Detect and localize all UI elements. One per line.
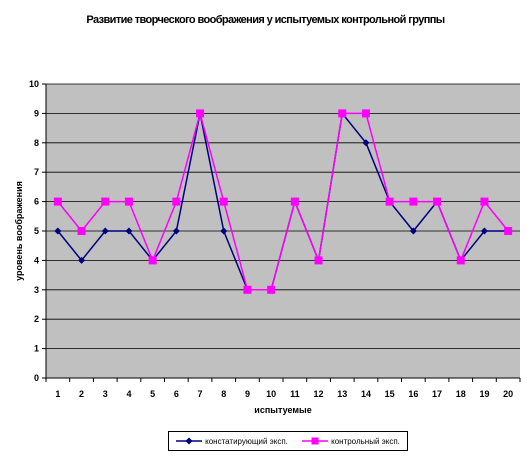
x-tick-label: 9 <box>245 389 250 399</box>
x-tick-label: 20 <box>503 389 513 399</box>
x-tick-label: 18 <box>456 389 466 399</box>
x-tick-label: 16 <box>408 389 418 399</box>
x-tick-label: 6 <box>174 389 179 399</box>
data-point-series-1 <box>125 227 133 235</box>
data-point-series-2 <box>385 197 394 206</box>
x-tick-label: 5 <box>150 389 155 399</box>
x-tick-label: 10 <box>266 389 276 399</box>
data-point-series-2 <box>314 256 323 265</box>
data-point-series-2 <box>338 109 347 118</box>
x-tick-label: 3 <box>103 389 108 399</box>
data-point-series-2 <box>243 285 252 294</box>
data-point-series-1 <box>220 227 228 235</box>
legend-item-series-2: контрольный эксп. <box>302 436 400 446</box>
data-point-series-1 <box>78 256 86 264</box>
x-tick-labels: 1 2 3 4 5 6 7 8 9 10 11 12 13 14 15 16 17 18 19 20 <box>55 389 513 399</box>
chart-title: Развитие творческого воображения у испыт… <box>86 14 445 26</box>
data-point-series-2 <box>124 197 133 206</box>
series-lines <box>53 109 513 294</box>
data-point-series-2 <box>219 197 228 206</box>
data-point-series-2 <box>172 197 181 206</box>
x-tick-label: 4 <box>126 389 131 399</box>
y-axis-title: уровень воображения <box>14 181 24 281</box>
x-tick-label: 2 <box>79 389 84 399</box>
y-tick-label: 3 <box>34 285 39 295</box>
y-tick-label: 1 <box>34 344 39 354</box>
y-tick-label: 9 <box>34 108 39 118</box>
x-tick-label: 11 <box>290 389 300 399</box>
x-axis-title: испытуемые <box>254 405 311 415</box>
x-tick-label: 17 <box>432 389 442 399</box>
y-tick-label: 8 <box>34 138 39 148</box>
data-point-series-2 <box>101 197 110 206</box>
data-point-series-2 <box>361 109 370 118</box>
data-point-series-2 <box>409 197 418 206</box>
data-point-series-2 <box>433 197 442 206</box>
legend: констатирующий эксп. контрольный эксп. <box>168 431 408 451</box>
x-tick-label: 15 <box>385 389 395 399</box>
data-point-series-2 <box>504 227 513 235</box>
legend-label-series-1: констатирующий эксп. <box>205 436 288 446</box>
data-point-series-2 <box>77 227 86 235</box>
data-point-series-2 <box>53 197 62 206</box>
data-point-series-1 <box>172 227 180 235</box>
data-point-series-1 <box>409 227 417 235</box>
y-tick-label: 10 <box>29 79 39 89</box>
data-point-series-2 <box>196 109 205 118</box>
x-tick-label: 12 <box>314 389 324 399</box>
data-point-series-2 <box>267 285 276 294</box>
data-point-series-2 <box>148 256 157 265</box>
x-tick-label: 1 <box>55 389 60 399</box>
data-point-series-1 <box>54 227 62 235</box>
data-point-series-1 <box>101 227 109 235</box>
data-point-series-1 <box>362 139 370 147</box>
y-tick-label: 0 <box>34 373 39 383</box>
data-point-series-1 <box>480 227 488 235</box>
y-tick-label: 4 <box>34 255 39 265</box>
y-tick-label: 7 <box>34 167 39 177</box>
y-tick-label: 6 <box>34 197 39 207</box>
legend-swatch-series-2 <box>302 437 329 445</box>
x-tick-label: 19 <box>479 389 489 399</box>
x-tick-label: 13 <box>337 389 347 399</box>
x-tick-label: 8 <box>221 389 226 399</box>
x-tick-label: 14 <box>361 389 371 399</box>
legend-swatch-series-1 <box>176 437 203 445</box>
data-point-series-2 <box>456 256 465 265</box>
data-point-series-2 <box>480 197 489 206</box>
data-point-series-2 <box>290 197 299 206</box>
axes <box>42 83 521 382</box>
x-tick-label: 7 <box>198 389 203 399</box>
y-tick-labels: 0 1 2 3 4 5 6 7 8 9 10 <box>29 79 39 383</box>
legend-item-series-1: констатирующий эксп. <box>176 436 288 446</box>
y-tick-label: 2 <box>34 314 39 324</box>
y-tick-label: 5 <box>34 226 39 236</box>
legend-label-series-2: контрольный эксп. <box>331 436 400 446</box>
